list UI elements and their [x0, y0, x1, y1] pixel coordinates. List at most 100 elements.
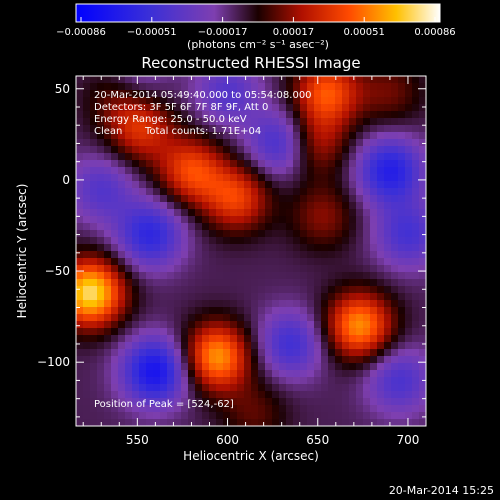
heatmap-cell — [146, 244, 154, 252]
heatmap-cell — [146, 195, 154, 203]
heatmap-cell — [118, 195, 126, 203]
heatmap-cell — [202, 160, 210, 168]
heatmap-cell — [356, 328, 364, 336]
annotation-energy-range: Energy Range: 25.0 - 50.0 keV — [94, 114, 247, 125]
heatmap-cell — [83, 335, 91, 343]
chart-title: Reconstructed RHESSI Image — [141, 54, 360, 72]
heatmap-cell — [321, 258, 329, 266]
heatmap-cell — [419, 335, 426, 343]
heatmap-cell — [377, 209, 385, 217]
heatmap-cell — [223, 244, 231, 252]
heatmap-cell — [216, 363, 224, 371]
heatmap-cell — [314, 202, 322, 210]
heatmap-cell — [328, 258, 336, 266]
heatmap-cell — [237, 342, 245, 350]
heatmap-cell — [405, 272, 413, 280]
heatmap-cell — [90, 83, 98, 91]
heatmap-cell — [328, 181, 336, 189]
heatmap-cell — [90, 132, 98, 140]
heatmap-cell — [202, 398, 210, 406]
heatmap-cell — [279, 307, 287, 315]
heatmap-cell — [349, 300, 357, 308]
heatmap-cell — [356, 398, 364, 406]
colorbar-tick-label: −0.00051 — [127, 27, 177, 38]
heatmap-cell — [223, 272, 231, 280]
heatmap-cell — [398, 328, 406, 336]
heatmap-cell — [258, 356, 266, 364]
heatmap-cell — [160, 356, 168, 364]
heatmap-cell — [258, 398, 266, 406]
heatmap-cell — [209, 272, 217, 280]
heatmap-cell — [139, 132, 147, 140]
heatmap-cell — [125, 398, 133, 406]
heatmap-cell — [76, 419, 84, 426]
heatmap-cell — [384, 146, 392, 154]
heatmap-cell — [132, 349, 140, 357]
heatmap-cell — [139, 391, 147, 399]
heatmap-cell — [384, 230, 392, 238]
heatmap-cell — [118, 335, 126, 343]
heatmap-cell — [181, 90, 189, 98]
heatmap-cell — [384, 132, 392, 140]
heatmap-cell — [405, 391, 413, 399]
heatmap-cell — [412, 223, 420, 231]
heatmap-cell — [412, 419, 420, 426]
heatmap-cell — [363, 223, 371, 231]
heatmap-cell — [391, 244, 399, 252]
heatmap-cell — [181, 342, 189, 350]
heatmap-cell — [251, 342, 259, 350]
heatmap-cell — [244, 174, 252, 182]
heatmap-cell — [125, 125, 133, 133]
heatmap-cell — [384, 216, 392, 224]
heatmap-cell — [237, 174, 245, 182]
heatmap-cell — [83, 384, 91, 392]
heatmap-cell — [279, 300, 287, 308]
heatmap-cell — [370, 188, 378, 196]
heatmap-cell — [111, 181, 119, 189]
heatmap-cell — [307, 146, 315, 154]
heatmap-cell — [342, 286, 350, 294]
heatmap-cell — [230, 153, 238, 161]
heatmap-cell — [118, 328, 126, 336]
heatmap-cell — [237, 216, 245, 224]
heatmap-cell — [97, 251, 105, 259]
heatmap-cell — [111, 328, 119, 336]
heatmap-cell — [111, 209, 119, 217]
heatmap-cell — [237, 153, 245, 161]
heatmap-cell — [314, 174, 322, 182]
heatmap-cell — [125, 272, 133, 280]
heatmap-cell — [167, 160, 175, 168]
heatmap-cell — [244, 118, 252, 126]
heatmap-cell — [83, 209, 91, 217]
heatmap-cell — [335, 202, 343, 210]
heatmap-cell — [146, 160, 154, 168]
heatmap-cell — [111, 363, 119, 371]
heatmap-cell — [97, 377, 105, 385]
heatmap-cell — [356, 146, 364, 154]
heatmap-cell — [370, 265, 378, 273]
heatmap-cell — [265, 125, 273, 133]
heatmap-cell — [195, 363, 203, 371]
heatmap-cell — [363, 230, 371, 238]
heatmap-cell — [153, 307, 161, 315]
heatmap-cell — [167, 391, 175, 399]
heatmap-cell — [160, 286, 168, 294]
heatmap-cell — [97, 237, 105, 245]
heatmap-cell — [265, 265, 273, 273]
heatmap-cell — [132, 153, 140, 161]
heatmap-cell — [272, 377, 280, 385]
heatmap-cell — [195, 111, 203, 119]
heatmap-cell — [307, 160, 315, 168]
heatmap-cell — [265, 132, 273, 140]
heatmap-cell — [405, 370, 413, 378]
heatmap-cell — [349, 384, 357, 392]
heatmap-cell — [125, 419, 133, 426]
heatmap-cell — [279, 125, 287, 133]
heatmap-cell — [104, 265, 112, 273]
heatmap-cell — [279, 202, 287, 210]
heatmap-cell — [237, 230, 245, 238]
heatmap-cell — [244, 412, 252, 420]
heatmap-cell — [363, 398, 371, 406]
heatmap-cell — [139, 314, 147, 322]
heatmap-cell — [104, 83, 112, 91]
